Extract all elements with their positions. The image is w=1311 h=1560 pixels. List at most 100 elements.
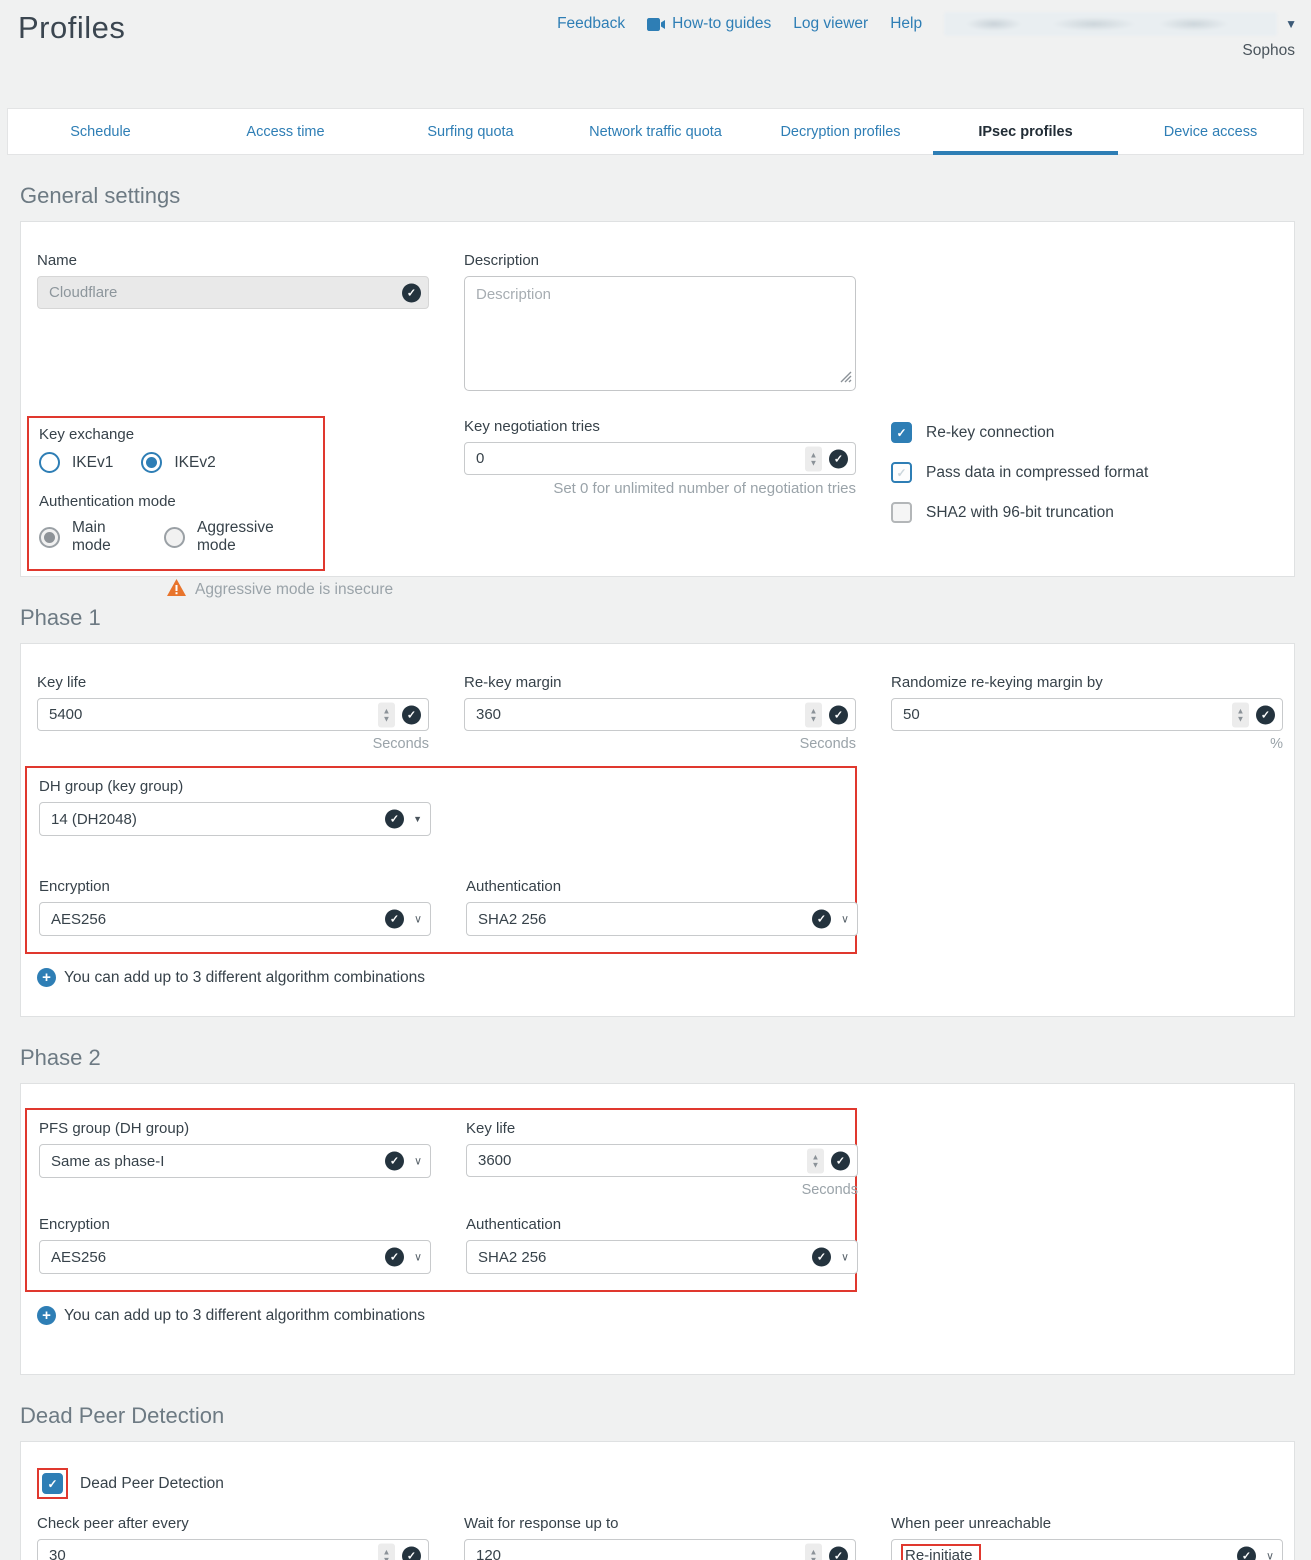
- p1-randomize-unit: %: [1270, 736, 1283, 752]
- auth-mode-label: Authentication mode: [39, 493, 176, 510]
- valid-check-icon: ✓: [812, 1247, 831, 1267]
- feedback-link[interactable]: Feedback: [557, 15, 626, 32]
- dpd-heading: Dead Peer Detection: [20, 1403, 225, 1428]
- p2-authentication-field: Authentication SHA2 256 ✓ ∨: [466, 1216, 858, 1274]
- profiles-tabbar: Schedule Access time Surfing quota Netwo…: [7, 108, 1304, 155]
- p1-authentication-field: Authentication SHA2 256 ✓ ∨: [466, 878, 858, 936]
- tab-surfing-quota[interactable]: Surfing quota: [427, 123, 514, 140]
- rekey-connection-label: Re-key connection: [926, 423, 1055, 441]
- p2-encryption-select[interactable]: AES256 ✓ ∨: [39, 1240, 431, 1274]
- p2-encryption-value: AES256: [51, 1248, 107, 1266]
- radio-ikev2[interactable]: [141, 452, 163, 473]
- number-stepper[interactable]: ▲ ▼: [1232, 702, 1249, 727]
- p1-key-life-unit: Seconds: [372, 736, 429, 752]
- phase2-card: PFS group (DH group) Same as phase-I ✓ ∨…: [20, 1083, 1295, 1375]
- key-negotiation-help: Set 0 for unlimited number of negotiatio…: [553, 480, 856, 497]
- p1-rekey-margin-unit: Seconds: [799, 736, 856, 752]
- tab-access-time[interactable]: Access time: [246, 123, 325, 140]
- p1-key-life-input[interactable]: [37, 698, 429, 731]
- log-viewer-link[interactable]: Log viewer: [793, 15, 869, 32]
- general-settings-card: Name ✓ Description Key exchange: [20, 221, 1295, 598]
- p1-authentication-label: Authentication: [466, 878, 562, 895]
- radio-aggressive-mode[interactable]: [164, 526, 186, 548]
- p1-randomize-input[interactable]: [891, 698, 1283, 731]
- radio-ikev1-label: IKEv1: [72, 453, 114, 471]
- dpd-checkbox-highlight-box: ✓: [37, 1468, 68, 1499]
- tab-ipsec-profiles[interactable]: IPsec profiles: [933, 109, 1118, 155]
- p1-encryption-select[interactable]: AES256 ✓ ∨: [39, 902, 431, 936]
- p1-dh-group-select[interactable]: 14 (DH2048) ✓ ▼: [39, 802, 431, 836]
- dpd-wait-response-input[interactable]: [464, 1539, 856, 1560]
- valid-check-icon: ✓: [402, 283, 421, 302]
- reinitiate-highlight-box: Re-initiate: [901, 1544, 981, 1560]
- p2-pfs-group-field: PFS group (DH group) Same as phase-I ✓ ∨: [39, 1120, 431, 1198]
- tab-network-traffic-quota[interactable]: Network traffic quota: [589, 123, 722, 140]
- p2-algorithm-highlight-box: PFS group (DH group) Same as phase-I ✓ ∨…: [25, 1108, 858, 1292]
- p2-authentication-value: SHA2 256: [478, 1248, 547, 1266]
- valid-check-icon: ✓: [385, 1151, 404, 1171]
- compressed-format-checkbox[interactable]: ✓: [891, 462, 912, 483]
- account-selector[interactable]: [944, 12, 1278, 36]
- p1-key-life-group: Key life ▲▼ ✓ Seconds: [37, 674, 429, 752]
- tab-device-access[interactable]: Device access: [1163, 123, 1258, 140]
- p1-algorithm-highlight-box: DH group (key group) 14 (DH2048) ✓ ▼ Enc…: [25, 766, 858, 954]
- number-stepper[interactable]: ▲ ▼: [805, 702, 822, 727]
- rekey-connection-checkbox[interactable]: ✓: [891, 422, 912, 443]
- number-stepper[interactable]: ▲ ▼: [378, 702, 395, 727]
- resize-grip-icon[interactable]: [840, 370, 852, 388]
- description-textarea[interactable]: [464, 276, 856, 391]
- p2-authentication-select[interactable]: SHA2 256 ✓ ∨: [466, 1240, 858, 1274]
- help-link[interactable]: Help: [890, 15, 923, 32]
- valid-check-icon: ✓: [829, 449, 848, 468]
- p1-key-life-label: Key life: [37, 674, 87, 691]
- valid-check-icon: ✓: [385, 909, 404, 929]
- valid-check-icon: ✓: [1237, 1546, 1256, 1560]
- tab-decryption-profiles[interactable]: Decryption profiles: [780, 123, 901, 140]
- name-label: Name: [37, 252, 78, 269]
- p1-rekey-margin-group: Re-key margin ▲▼ ✓ Seconds: [464, 674, 856, 752]
- p1-add-note: You can add up to 3 different algorithm …: [64, 968, 426, 986]
- sha2-truncation-checkbox[interactable]: ✓: [891, 502, 912, 523]
- radio-main-mode[interactable]: [39, 526, 60, 548]
- tab-schedule[interactable]: Schedule: [70, 123, 131, 140]
- p2-pfs-group-label: PFS group (DH group): [39, 1120, 190, 1137]
- valid-check-icon: ✓: [385, 809, 404, 829]
- account-caret-icon[interactable]: ▼: [1285, 17, 1297, 31]
- valid-check-icon: ✓: [812, 909, 831, 929]
- general-options-group: ✓ Re-key connection ✓ Pass data in compr…: [891, 416, 1283, 601]
- p1-dh-group-label: DH group (key group): [39, 778, 184, 795]
- p1-authentication-select[interactable]: SHA2 256 ✓ ∨: [466, 902, 858, 936]
- dpd-peer-unreachable-select[interactable]: Re-initiate ✓ ∨: [891, 1539, 1283, 1560]
- key-negotiation-field-group: Key negotiation tries ▲▼ ✓ Set 0 for unl…: [464, 416, 856, 601]
- number-stepper[interactable]: ▲ ▼: [805, 1543, 822, 1560]
- p1-authentication-value: SHA2 256: [478, 910, 547, 928]
- number-stepper[interactable]: ▲ ▼: [378, 1543, 395, 1560]
- number-stepper[interactable]: ▲ ▼: [807, 1148, 824, 1173]
- dpd-card: ✓ Dead Peer Detection Check peer after e…: [20, 1441, 1295, 1560]
- radio-main-mode-label: Main mode: [72, 519, 111, 554]
- number-stepper[interactable]: ▲ ▼: [805, 446, 822, 471]
- key-negotiation-input[interactable]: [464, 442, 856, 475]
- page-title: Profiles: [18, 10, 126, 45]
- dpd-check-peer-input[interactable]: [37, 1539, 429, 1560]
- chevron-down-icon: ∨: [840, 1251, 849, 1264]
- radio-ikev1[interactable]: [39, 452, 60, 473]
- add-combination-button[interactable]: +: [37, 1306, 56, 1325]
- p2-pfs-group-value: Same as phase-I: [51, 1152, 165, 1170]
- add-combination-button[interactable]: +: [37, 968, 56, 987]
- p1-rekey-margin-input[interactable]: [464, 698, 856, 731]
- key-negotiation-label: Key negotiation tries: [464, 418, 600, 435]
- radio-aggressive-mode-label: Aggressive mode: [197, 519, 274, 554]
- p1-randomize-label: Randomize re-keying margin by: [891, 674, 1103, 691]
- dpd-enable-checkbox[interactable]: ✓: [42, 1473, 63, 1494]
- chevron-down-icon: ∨: [413, 1251, 422, 1264]
- p2-key-life-input[interactable]: [466, 1144, 858, 1177]
- p1-dh-group-field: DH group (key group) 14 (DH2048) ✓ ▼: [39, 778, 431, 836]
- p2-encryption-field: Encryption AES256 ✓ ∨: [39, 1216, 431, 1274]
- p2-pfs-group-select[interactable]: Same as phase-I ✓ ∨: [39, 1144, 431, 1178]
- p2-key-life-unit: Seconds: [801, 1182, 858, 1198]
- chevron-down-icon: ∨: [840, 913, 849, 926]
- howto-guides-link[interactable]: How-to guides: [647, 15, 771, 33]
- p2-key-life-label: Key life: [466, 1120, 516, 1137]
- p2-encryption-label: Encryption: [39, 1216, 110, 1233]
